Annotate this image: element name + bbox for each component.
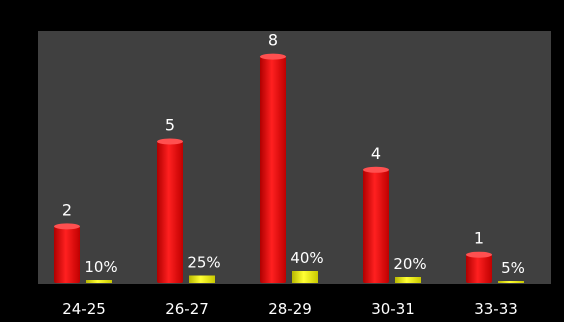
- bars-layer: [54, 53, 524, 283]
- x-tick-labels: 24-25 26-27 28-29 30-31 33-33: [62, 300, 518, 318]
- bar-count-top: [54, 223, 80, 230]
- data-label-share: 10%: [84, 258, 117, 276]
- data-label-share: 20%: [393, 255, 426, 273]
- x-tick-label: 24-25: [62, 300, 106, 318]
- bar-count-top: [260, 53, 286, 60]
- data-label-count: 2: [62, 200, 72, 219]
- x-tick-label: 30-31: [371, 300, 415, 318]
- data-label-share: 25%: [187, 254, 220, 272]
- bar-share: [498, 281, 524, 283]
- bar-count-top: [363, 166, 389, 173]
- bar-count: [54, 226, 80, 283]
- bar-count: [260, 56, 286, 283]
- x-tick-label: 33-33: [474, 300, 518, 318]
- bar-count: [466, 254, 492, 283]
- data-label-count: 4: [371, 144, 381, 163]
- data-label-share: 5%: [501, 259, 525, 277]
- bar-count: [363, 169, 389, 283]
- bar-count: [157, 141, 183, 283]
- bar-share: [292, 271, 318, 283]
- x-tick-label: 28-29: [268, 300, 312, 318]
- plot-area: [38, 31, 551, 284]
- x-tick-label: 26-27: [165, 300, 209, 318]
- bar-share: [86, 280, 112, 283]
- bar-share: [189, 275, 215, 283]
- bar-count-top: [157, 138, 183, 145]
- data-label-count: 8: [268, 31, 278, 50]
- labels-layer: 2 10% 5 25% 8 40% 4 20% 1 5%: [62, 31, 525, 277]
- data-label-share: 40%: [290, 249, 323, 267]
- bar-count-top: [466, 251, 492, 258]
- data-label-count: 1: [474, 229, 484, 248]
- bar-share: [395, 277, 421, 283]
- data-label-count: 5: [165, 116, 175, 135]
